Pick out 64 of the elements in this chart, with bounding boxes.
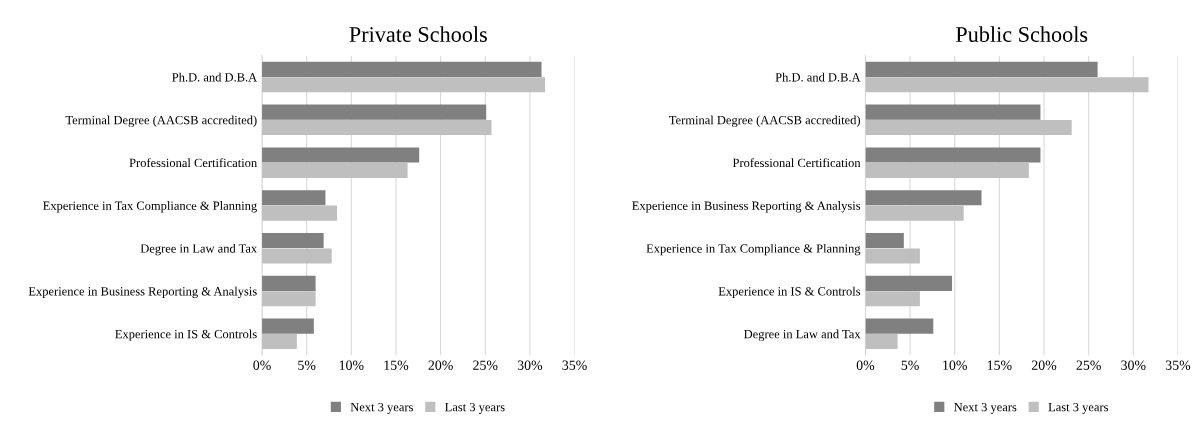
bar bbox=[865, 162, 1029, 178]
bar bbox=[262, 104, 487, 120]
y-tick-label: Degree in Law and Tax bbox=[744, 329, 861, 341]
x-tick-label: 5% bbox=[298, 360, 316, 370]
y-tick-label: Experience in IS & Controls bbox=[115, 329, 257, 341]
bar bbox=[262, 61, 542, 77]
bar bbox=[865, 104, 1041, 120]
bar bbox=[865, 291, 920, 307]
legend-label: Last 3 years bbox=[1048, 402, 1109, 414]
y-tick-label: Experience in IS & Controls bbox=[718, 286, 861, 299]
bar bbox=[262, 318, 314, 334]
chart-title: Public Schools bbox=[955, 26, 1088, 42]
bar bbox=[865, 205, 964, 221]
bar bbox=[865, 333, 898, 350]
y-tick-label: Terminal Degree (AACSB accredited) bbox=[669, 115, 861, 127]
legend-label: Next 3 years bbox=[350, 402, 413, 414]
bar bbox=[865, 190, 982, 206]
bar bbox=[262, 190, 326, 206]
bar bbox=[865, 77, 1149, 93]
x-tick-label: 30% bbox=[1121, 360, 1146, 370]
x-tick-label: 5% bbox=[901, 360, 919, 370]
bar bbox=[865, 119, 1072, 136]
y-tick-label: Professional Certification bbox=[732, 158, 861, 168]
y-tick-label: Ph.D. and D.B.A bbox=[775, 72, 861, 82]
x-tick-label: 10% bbox=[339, 360, 364, 370]
x-tick-label: 0% bbox=[856, 360, 875, 370]
x-tick-label: 15% bbox=[987, 360, 1012, 370]
x-tick-label: 30% bbox=[517, 360, 543, 370]
y-tick-label: Ph.D. and D.B.A bbox=[172, 72, 258, 82]
x-tick-label: 35% bbox=[1165, 360, 1191, 370]
x-tick-label: 15% bbox=[384, 360, 409, 370]
bar bbox=[865, 248, 920, 264]
bar bbox=[865, 275, 953, 291]
y-tick-label: Terminal Degree (AACSB accredited) bbox=[65, 115, 257, 127]
bar bbox=[865, 61, 1098, 77]
x-tick-label: 20% bbox=[428, 360, 453, 370]
y-tick-label: Experience in Business Reporting & Analysis bbox=[28, 286, 257, 299]
y-tick-label: Degree in Law and Tax bbox=[140, 243, 258, 256]
bar bbox=[262, 333, 297, 350]
bar bbox=[865, 318, 934, 334]
x-tick-label: 25% bbox=[473, 360, 498, 370]
y-tick-label: Professional Certification bbox=[129, 158, 257, 168]
x-tick-label: 20% bbox=[1031, 360, 1057, 370]
bar bbox=[865, 147, 1041, 163]
x-tick-label: 10% bbox=[943, 360, 967, 370]
bar bbox=[262, 275, 316, 291]
chart-title: Private Schools bbox=[349, 26, 487, 42]
x-tick-label: 35% bbox=[562, 360, 587, 370]
bar bbox=[262, 232, 324, 249]
bar bbox=[262, 77, 546, 93]
bar bbox=[262, 291, 316, 307]
y-tick-label: Experience in Business Reporting & Analysis bbox=[632, 201, 861, 213]
bar bbox=[865, 232, 904, 249]
legend-label: Last 3 years bbox=[445, 402, 505, 414]
bar bbox=[262, 205, 338, 221]
x-tick-label: 0% bbox=[253, 360, 271, 370]
bar bbox=[262, 162, 408, 178]
y-tick-label: Experience in Tax Compliance & Planning bbox=[646, 243, 861, 256]
bar bbox=[262, 119, 492, 136]
x-tick-label: 25% bbox=[1076, 360, 1101, 370]
legend-label: Next 3 years bbox=[954, 402, 1017, 414]
bar bbox=[262, 147, 420, 163]
bar bbox=[262, 248, 332, 264]
y-tick-label: Experience in Tax Compliance & Planning bbox=[43, 201, 257, 213]
